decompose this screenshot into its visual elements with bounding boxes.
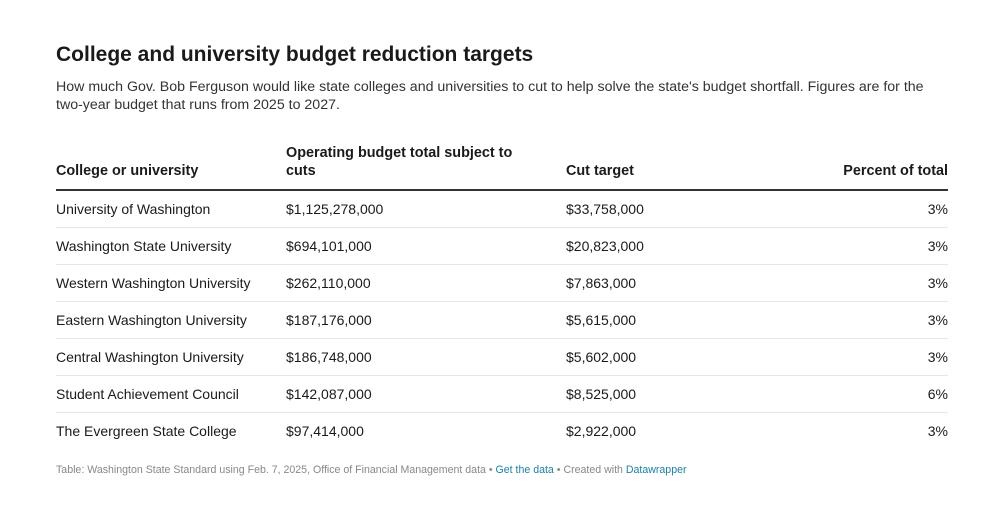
operating-budget-cell: $1,125,278,000 (286, 190, 566, 228)
cut-target-cell: $5,602,000 (566, 338, 806, 376)
footer-separator: • (553, 464, 564, 476)
percent-cell: 3% (806, 301, 948, 339)
table-row: University of Washington $1,125,278,000 $3… (56, 190, 948, 228)
chart-footer: Table: Washington State Standard using F… (56, 463, 687, 477)
percent-cell: 3% (927, 422, 948, 439)
column-header-college: College or university (56, 144, 286, 191)
operating-budget-cell: $187,176,000 (286, 301, 566, 339)
column-header-percent: Percent of total (806, 144, 948, 191)
created-with-text: Created with (563, 464, 626, 476)
college-name-cell: University of Washington (56, 190, 286, 228)
college-name-cell: Western Washington University (56, 264, 286, 302)
table-body: University of Washington $1,125,278,000 $3… (56, 190, 948, 449)
percent-cell: 3% (806, 338, 948, 376)
percent-cell: 3% (806, 264, 948, 302)
college-name-cell: The Evergreen State College (56, 422, 237, 439)
cut-target-cell: $7,863,000 (566, 264, 806, 302)
chart-title: College and university budget reduction … (56, 43, 534, 66)
operating-budget-cell: $97,414,000 (286, 422, 364, 439)
operating-budget-cell: $142,087,000 (286, 375, 566, 413)
table-header-row: College or university Operating budget t… (56, 144, 948, 191)
cut-target-cell: $33,758,000 (566, 190, 806, 228)
datawrapper-link[interactable]: Datawrapper (625, 464, 687, 476)
column-header-operating-budget: Operating budget total subject to cuts (286, 144, 566, 191)
table-row: Central Washington University $186,748,00… (56, 338, 948, 376)
college-name-cell: Student Achievement Council (56, 375, 286, 413)
college-name-cell: Eastern Washington University (56, 301, 286, 339)
table-row: Washington State University $694,101,000 $… (56, 227, 948, 265)
footer-separator: • (485, 464, 496, 476)
table-row: Eastern Washington University $187,176,00… (56, 301, 948, 339)
percent-cell: 3% (806, 227, 948, 265)
operating-budget-cell: $186,748,000 (286, 338, 566, 376)
source-note: Table: Washington State Standard using F… (56, 464, 486, 476)
college-name-cell: Central Washington University (56, 338, 286, 376)
column-header-cut-target: Cut target (566, 144, 806, 191)
cut-target-cell: $20,823,000 (566, 227, 806, 265)
chart-container: College and university budget reduction … (56, 40, 948, 449)
data-table: College or university Operating budget t… (56, 144, 948, 449)
percent-cell: 3% (806, 190, 948, 228)
college-name-cell: Washington State University (56, 227, 286, 265)
cut-target-cell: $8,525,000 (566, 375, 806, 413)
operating-budget-cell: $262,110,000 (286, 264, 566, 302)
operating-budget-cell: $694,101,000 (286, 227, 566, 265)
percent-cell: 6% (806, 375, 948, 413)
get-the-data-link[interactable]: Get the data (495, 464, 554, 476)
chart-subtitle: How much Gov. Bob Ferguson would like st… (56, 79, 924, 113)
cut-target-cell: $2,922,000 (566, 422, 637, 439)
table-row: Western Washington University $262,110,00… (56, 264, 948, 302)
cut-target-cell: $5,615,000 (566, 301, 806, 339)
table-row: The Evergreen State College $97,414,000 $2… (56, 412, 948, 449)
table-row: Student Achievement Council $142,087,000 $… (56, 375, 948, 413)
